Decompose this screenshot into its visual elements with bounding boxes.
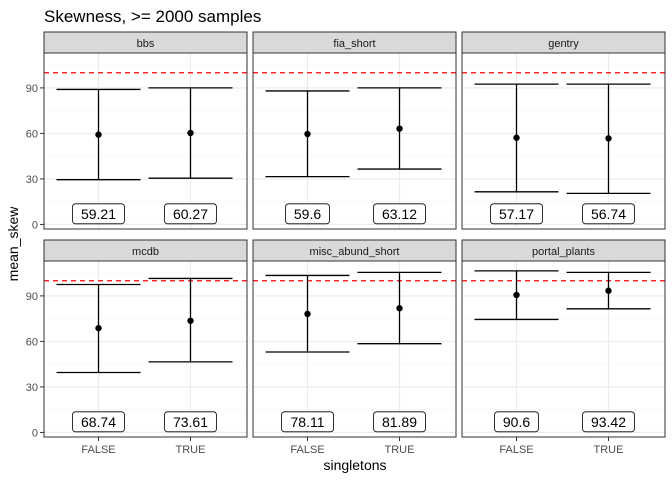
x-tick-label: FALSE — [499, 444, 533, 456]
chart-title: Skewness, >= 2000 samples — [44, 7, 261, 26]
x-tick-label: TRUE — [176, 444, 206, 456]
facet-panel-portal_plants: 90.6 93.42 portal_plants FALSE TRUE — [461, 239, 666, 456]
data-label-box — [285, 203, 330, 225]
mean-point — [396, 305, 403, 312]
strip-label: bbs — [137, 38, 155, 50]
data-label: 60.27 — [173, 206, 208, 222]
data-label-box — [582, 411, 635, 433]
x-tick-label: TRUE — [385, 444, 415, 456]
y-tick-label: 60 — [26, 128, 38, 140]
y-tick-label: 90 — [26, 291, 38, 303]
mean-point — [187, 129, 194, 137]
strip-background — [43, 31, 248, 54]
strip-background — [43, 239, 248, 262]
mean-point — [304, 130, 311, 138]
y-tick-label: 0 — [32, 219, 38, 231]
mean-point — [304, 310, 311, 318]
data-label: 68.74 — [81, 414, 116, 430]
x-axis-title: singletons — [323, 457, 386, 473]
strip-label: gentry — [548, 38, 579, 50]
x-tick-label: FALSE — [290, 444, 324, 456]
data-label-box — [494, 411, 539, 433]
data-label-box — [72, 203, 125, 225]
facet-panel-fia_short: 59.6 63.12 fia_short — [252, 31, 457, 230]
strip-background — [461, 31, 666, 54]
data-label-box — [373, 411, 426, 433]
data-label-box — [281, 411, 334, 433]
panel-background — [253, 53, 456, 229]
strip-label: fia_short — [333, 38, 375, 50]
data-label: 59.21 — [81, 206, 116, 222]
panel-background — [44, 53, 247, 229]
data-label: 81.89 — [382, 414, 417, 430]
data-label: 93.42 — [591, 414, 626, 430]
data-label-box — [164, 411, 217, 433]
panel-background — [44, 261, 247, 437]
mean-point — [513, 291, 520, 299]
mean-point — [396, 125, 403, 132]
x-tick-label: TRUE — [594, 444, 624, 456]
facet-panel-mcdb: 68.74 73.61 mcdb 0 30 60 90 FALSE TRUE — [26, 239, 248, 456]
mean-point — [513, 134, 520, 141]
strip-label: misc_abund_short — [310, 246, 400, 258]
data-label-box — [582, 203, 635, 225]
panel-background — [462, 53, 665, 229]
data-label: 59.6 — [294, 206, 321, 222]
facet-panels: 59.21 60.27 bbs 0 30 60 90 59.6 63.12 fia_short 57… — [26, 31, 666, 456]
data-label-box — [490, 203, 543, 225]
data-label-box — [164, 203, 217, 225]
data-label-box — [373, 203, 426, 225]
y-tick-label: 90 — [26, 83, 38, 95]
x-tick-label: FALSE — [81, 444, 115, 456]
data-label: 57.17 — [499, 206, 534, 222]
y-tick-label: 60 — [26, 336, 38, 348]
data-label: 73.61 — [173, 414, 208, 430]
data-label: 90.6 — [503, 414, 530, 430]
y-axis-title: mean_skew — [5, 206, 21, 282]
strip-background — [252, 239, 457, 262]
y-tick-label: 30 — [26, 174, 38, 186]
y-tick-label: 0 — [32, 427, 38, 439]
strip-label: portal_plants — [532, 246, 595, 258]
strip-background — [252, 31, 457, 54]
panel-background — [253, 261, 456, 437]
data-label: 56.74 — [591, 206, 626, 222]
y-tick-label: 30 — [26, 382, 38, 394]
data-label-box — [72, 411, 125, 433]
strip-label: mcdb — [132, 246, 159, 258]
facet-panel-bbs: 59.21 60.27 bbs 0 30 60 90 — [26, 31, 248, 231]
data-label: 63.12 — [382, 206, 417, 222]
mean-point — [605, 135, 612, 142]
facet-panel-gentry: 57.17 56.74 gentry — [461, 31, 666, 230]
mean-point — [187, 317, 194, 324]
mean-point — [95, 131, 102, 138]
mean-point — [605, 287, 612, 294]
mean-point — [95, 324, 102, 332]
panel-background — [462, 261, 665, 437]
data-label: 78.11 — [291, 414, 325, 430]
strip-background — [461, 239, 666, 262]
facet-panel-misc_abund_short: 78.11 81.89 misc_abund_short FALSE TRUE — [252, 239, 457, 456]
